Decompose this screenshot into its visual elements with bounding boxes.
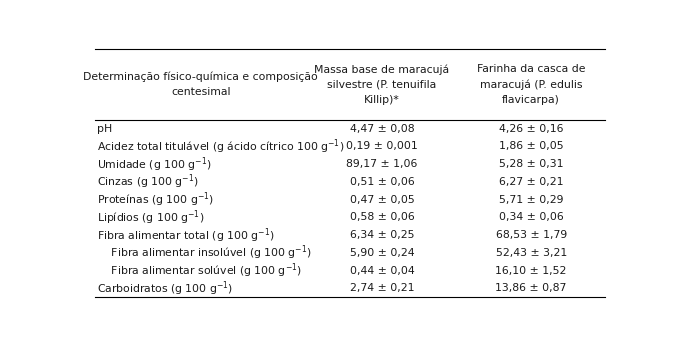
Text: 0,44 ± 0,04: 0,44 ± 0,04 bbox=[350, 266, 415, 276]
Text: Massa base de maracujá
silvestre (P. tenuifila
Killip)*: Massa base de maracujá silvestre (P. ten… bbox=[314, 64, 449, 105]
Text: 2,74 ± 0,21: 2,74 ± 0,21 bbox=[350, 283, 414, 294]
Text: 52,43 ± 3,21: 52,43 ± 3,21 bbox=[496, 248, 567, 258]
Text: Fibra alimentar total (g 100 g$^{-1}$): Fibra alimentar total (g 100 g$^{-1}$) bbox=[97, 226, 275, 245]
Text: 0,34 ± 0,06: 0,34 ± 0,06 bbox=[499, 212, 563, 223]
Text: Farinha da casca de
maracujá (P. edulis
flavicarpa): Farinha da casca de maracujá (P. edulis … bbox=[477, 64, 585, 105]
Text: 5,90 ± 0,24: 5,90 ± 0,24 bbox=[350, 248, 415, 258]
Text: 0,47 ± 0,05: 0,47 ± 0,05 bbox=[350, 195, 415, 205]
Text: Cinzas (g 100 g$^{-1}$): Cinzas (g 100 g$^{-1}$) bbox=[97, 173, 199, 191]
Text: 0,19 ± 0,001: 0,19 ± 0,001 bbox=[346, 141, 418, 152]
Text: 4,47 ± 0,08: 4,47 ± 0,08 bbox=[350, 124, 415, 134]
Text: 5,28 ± 0,31: 5,28 ± 0,31 bbox=[499, 159, 563, 169]
Text: Lipídios (g 100 g$^{-1}$): Lipídios (g 100 g$^{-1}$) bbox=[97, 208, 204, 227]
Text: 5,71 ± 0,29: 5,71 ± 0,29 bbox=[499, 195, 563, 205]
Text: 1,86 ± 0,05: 1,86 ± 0,05 bbox=[499, 141, 563, 152]
Text: 89,17 ± 1,06: 89,17 ± 1,06 bbox=[346, 159, 417, 169]
Text: 6,34 ± 0,25: 6,34 ± 0,25 bbox=[350, 230, 414, 240]
Text: 6,27 ± 0,21: 6,27 ± 0,21 bbox=[499, 177, 563, 187]
Text: Determinação físico-química e composição
centesimal: Determinação físico-química e composição… bbox=[83, 72, 318, 97]
Text: Umidade (g 100 g$^{-1}$): Umidade (g 100 g$^{-1}$) bbox=[97, 155, 212, 174]
Text: 0,51 ± 0,06: 0,51 ± 0,06 bbox=[350, 177, 415, 187]
Text: 4,26 ± 0,16: 4,26 ± 0,16 bbox=[499, 124, 563, 134]
Text: 68,53 ± 1,79: 68,53 ± 1,79 bbox=[496, 230, 567, 240]
Text: 0,58 ± 0,06: 0,58 ± 0,06 bbox=[350, 212, 415, 223]
Text: Fibra alimentar insolúvel (g 100 g$^{-1}$): Fibra alimentar insolúvel (g 100 g$^{-1}… bbox=[97, 244, 311, 262]
Text: Proteínas (g 100 g$^{-1}$): Proteínas (g 100 g$^{-1}$) bbox=[97, 190, 214, 209]
Text: Acidez total titulável (g ácido cítrico 100 g$^{-1}$): Acidez total titulável (g ácido cítrico … bbox=[97, 137, 344, 156]
Text: 13,86 ± 0,87: 13,86 ± 0,87 bbox=[495, 283, 567, 294]
Text: Fibra alimentar solúvel (g 100 g$^{-1}$): Fibra alimentar solúvel (g 100 g$^{-1}$) bbox=[97, 261, 302, 280]
Text: 16,10 ± 1,52: 16,10 ± 1,52 bbox=[495, 266, 567, 276]
Text: Carboidratos (g 100 g$^{-1}$): Carboidratos (g 100 g$^{-1}$) bbox=[97, 279, 233, 298]
Text: pH: pH bbox=[97, 124, 112, 134]
